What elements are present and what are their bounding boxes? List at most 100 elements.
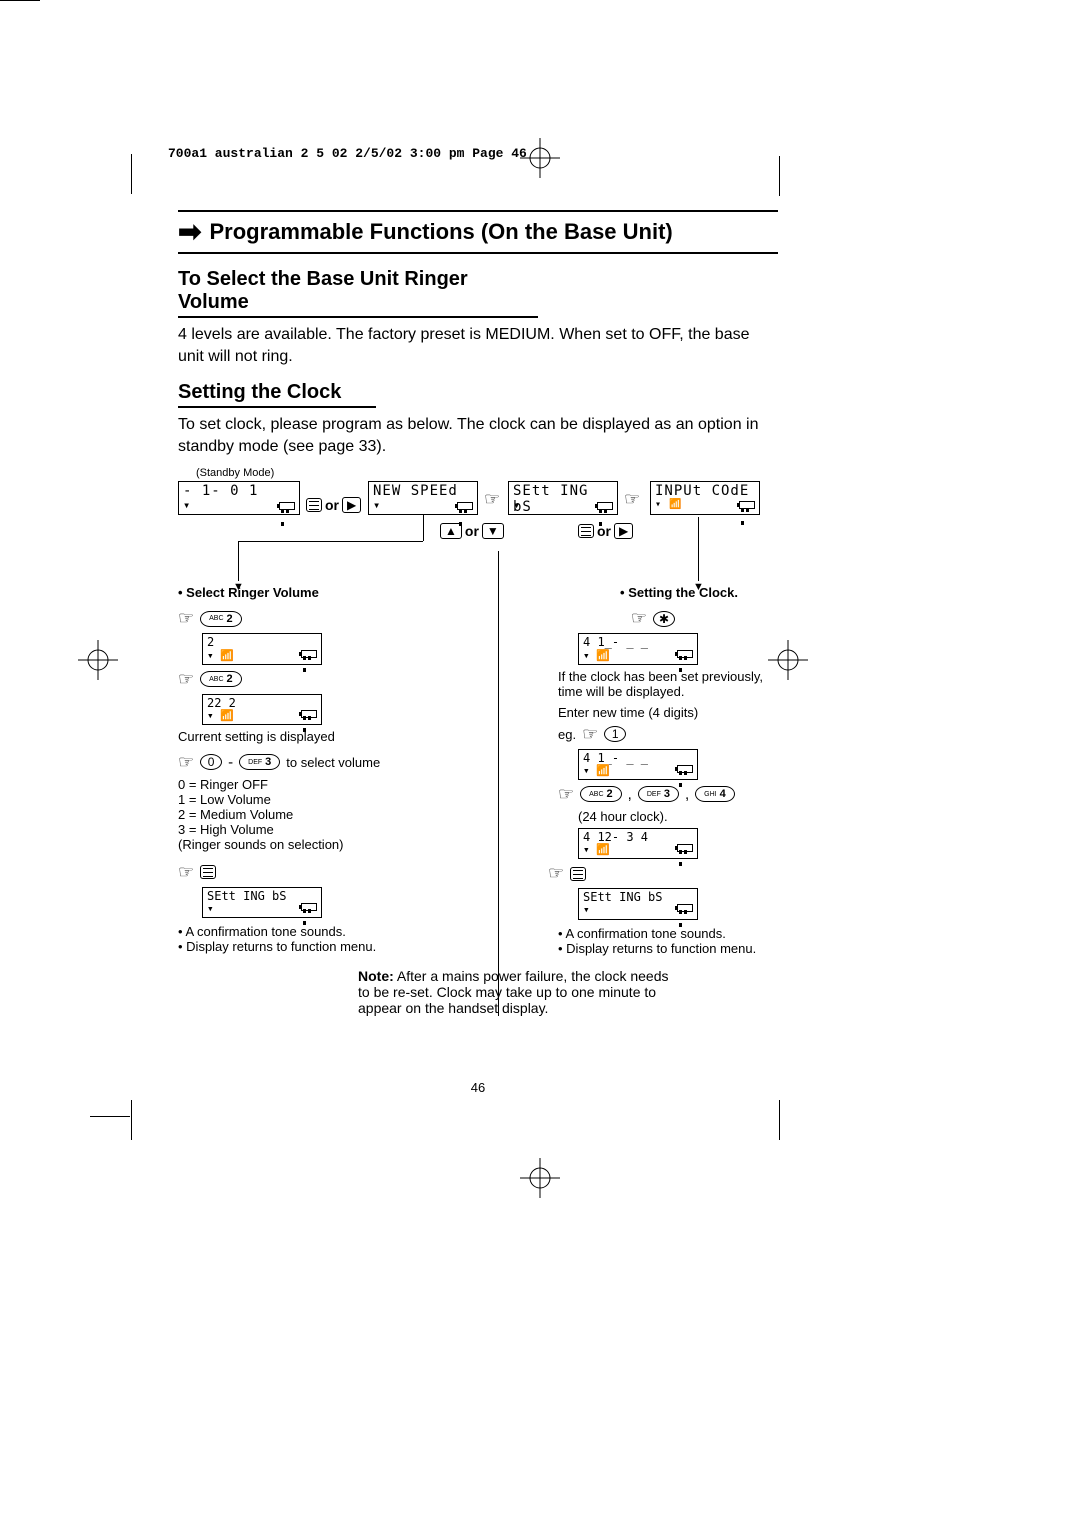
antenna-speaker-icon: ▾ 📶 [655, 499, 683, 510]
key-3: DEF3 [638, 786, 679, 802]
lcd-text: INPUt COdE [655, 484, 755, 499]
connector [698, 517, 699, 581]
lcd-2: NEW SPEEd ▾ [368, 481, 478, 515]
hand-icon: ☞ [178, 862, 194, 883]
crop-mark [779, 156, 780, 196]
antenna-speaker-icon: ▾ 📶 [207, 710, 234, 722]
flow-action-2: ▲ or ▼ [440, 523, 504, 539]
lcd-text: SEtt ING bS [583, 891, 693, 904]
or-label: or [597, 523, 611, 539]
hand-icon: ☞ [178, 752, 194, 773]
menu-icon [578, 524, 594, 538]
divider-line [498, 551, 499, 1015]
page-content: ➡ Programmable Functions (On the Base Un… [178, 210, 778, 1016]
antenna-speaker-icon: ▾ 📶 [583, 650, 610, 662]
up-key-icon: ▲ [440, 523, 462, 539]
battery-icon [279, 502, 295, 510]
antenna-icon: ▾ [183, 499, 191, 512]
note-label: Note: [358, 968, 394, 984]
lcd-text: 22 2 [207, 697, 317, 710]
subheading-clock: • Setting the Clock. [528, 585, 778, 600]
battery-icon [457, 502, 473, 510]
flow-row: (Standby Mode) - 1- 0 1 ▾ or ▶ NEW SPEEd… [178, 471, 778, 541]
lcd-text: SEtt ING bS [513, 484, 613, 499]
step: ☞ [178, 862, 458, 883]
battery-icon [677, 844, 693, 852]
key-0: 0 [200, 754, 222, 770]
bullet: • A confirmation tone sounds. [558, 926, 778, 941]
standby-label: (Standby Mode) [196, 467, 274, 479]
step: ☞ [548, 863, 778, 884]
text: (24 hour clock). [578, 809, 778, 824]
crop-mark [131, 154, 132, 194]
crop-mark [0, 0, 40, 1]
vol-3: 3 = High Volume [178, 822, 458, 837]
registration-mark-right [768, 640, 808, 680]
key-4: GHI4 [695, 786, 735, 802]
step: ☞ ABC2, DEF3, GHI4 [558, 784, 778, 805]
bullet: • Display returns to function menu. [178, 939, 458, 954]
battery-icon [597, 502, 613, 510]
lcd-4: INPUt COdE ▾ 📶 [650, 481, 760, 515]
key-2: ABC2 [200, 671, 242, 687]
registration-mark-left [78, 640, 118, 680]
antenna-icon: ▾ [513, 499, 521, 512]
connector [423, 515, 424, 541]
menu-icon [306, 498, 322, 512]
hand-icon: ☞ [548, 863, 564, 884]
comma: , [685, 786, 689, 803]
running-header: 700a1 australian 2 5 02 2/5/02 3:00 pm P… [168, 146, 527, 161]
dash: - [228, 754, 233, 771]
registration-mark-bottom [520, 1158, 560, 1198]
key-star: ✱ [653, 611, 675, 627]
crop-mark [779, 1100, 780, 1140]
menu-icon [200, 865, 216, 879]
bullet: • A confirmation tone sounds. [178, 924, 458, 939]
lcd-text: 2 [207, 636, 317, 649]
key-3: DEF3 [239, 754, 280, 770]
col-ringer: • Select Ringer Volume ☞ABC2 2 ▾ 📶 ☞ABC2… [178, 581, 468, 1015]
eg-label: eg. [558, 727, 576, 742]
heading-ringer: To Select the Base Unit Ringer Volume [178, 268, 538, 318]
flow-action-3: or ▶ [578, 523, 633, 539]
select-volume-label: to select volume [286, 755, 380, 770]
lcd-text: 4 1_- _ _ [583, 636, 693, 649]
vol-2: 2 = Medium Volume [178, 807, 458, 822]
vol-note: (Ringer sounds on selection) [178, 837, 458, 852]
lcd-text: SEtt ING bS [207, 890, 317, 903]
lcd-text: - 1- 0 1 [183, 484, 295, 499]
para-ringer: 4 levels are available. The factory pres… [178, 324, 778, 367]
step: ☞✱ [528, 608, 778, 629]
para-clock: To set clock, please program as below. T… [178, 414, 778, 457]
flow-action-1: or ▶ [306, 497, 361, 513]
note-text: After a mains power failure, the clock n… [358, 968, 668, 1016]
menu-icon [570, 867, 586, 881]
lcd-text: 4 1_- _ _ [583, 752, 693, 765]
battery-icon [301, 903, 317, 911]
battery-icon [739, 501, 755, 509]
hand-icon: ☞ [178, 608, 194, 629]
antenna-speaker-icon: ▾ 📶 [207, 650, 234, 662]
hand-icon: ☞ [558, 784, 574, 805]
crop-mark [131, 1100, 132, 1140]
arrow-icon: ➡ [178, 218, 201, 246]
or-label: or [325, 497, 339, 513]
battery-icon [301, 650, 317, 658]
hand-icon: ☞ [582, 724, 598, 745]
lcd-3: SEtt ING bS ▾ [508, 481, 618, 515]
text: Enter new time (4 digits) [558, 705, 778, 720]
columns: • Select Ringer Volume ☞ABC2 2 ▾ 📶 ☞ABC2… [178, 581, 778, 1015]
comma: , [628, 786, 632, 803]
vol-1: 1 = Low Volume [178, 792, 458, 807]
lcd-small: 2 ▾ 📶 [202, 633, 322, 664]
antenna-icon: ▾ [583, 904, 590, 916]
down-key-icon: ▼ [482, 523, 504, 539]
antenna-speaker-icon: ▾ 📶 [583, 765, 610, 777]
or-label: or [465, 523, 479, 539]
battery-icon [677, 765, 693, 773]
battery-icon [677, 650, 693, 658]
page-number: 46 [178, 1080, 778, 1095]
lcd-1: - 1- 0 1 ▾ [178, 481, 300, 515]
hand-icon: ☞ [624, 489, 640, 510]
lcd-small: SEtt ING bS ▾ [578, 888, 698, 919]
